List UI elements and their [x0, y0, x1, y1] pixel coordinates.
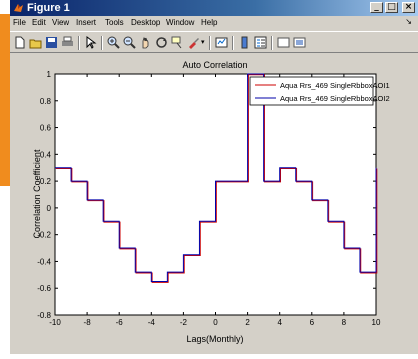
toolbar-separator	[271, 36, 273, 50]
toolbar-separator	[232, 36, 234, 50]
y-axis-label: Correlation Coefficient	[32, 149, 42, 238]
y-tick-label: 1	[47, 70, 52, 79]
menu-window[interactable]: Window	[166, 18, 195, 27]
auto-correlation-chart[interactable]: Auto Correlation Lags(Monthly) Correlati…	[10, 53, 418, 354]
x-tick-label: 8	[342, 318, 347, 327]
toolbar-separator	[209, 36, 211, 50]
chart-title: Auto Correlation	[182, 60, 247, 70]
y-tick-label: 0.8	[40, 97, 52, 106]
chevron-down-icon[interactable]: ▾	[201, 39, 205, 46]
edit-plot-icon[interactable]	[84, 36, 97, 49]
menu-view[interactable]: View	[52, 18, 70, 27]
new-figure-icon[interactable]	[13, 36, 26, 49]
y-tick-label: -0.6	[37, 284, 51, 293]
title-bar[interactable]: Figure 1 _ □ ×	[10, 0, 418, 16]
menu-file[interactable]: File	[13, 18, 26, 27]
maximize-button[interactable]: □	[385, 2, 398, 13]
x-tick-label: -6	[116, 318, 124, 327]
menu-desktop[interactable]: Desktop	[131, 18, 161, 27]
y-tick-label: 0.6	[40, 124, 52, 133]
print-icon[interactable]	[61, 36, 74, 49]
matlab-logo-icon	[14, 4, 23, 12]
zoom-in-icon[interactable]	[107, 36, 120, 49]
menu-help[interactable]: Help	[201, 18, 218, 27]
legend[interactable]: Aqua Rrs_469 SingleRbboxAOI1 Aqua Rrs_46…	[249, 76, 390, 106]
figure-window: Figure 1 _ □ × File Edit View Insert Too…	[10, 0, 418, 354]
y-tick-label: 0.4	[40, 150, 52, 159]
show-plot-tools-icon[interactable]	[293, 36, 306, 49]
x-tick-label: 10	[372, 318, 381, 327]
dock-arrow-icon[interactable]: ↘	[405, 17, 412, 26]
legend-icon[interactable]	[254, 36, 267, 49]
open-file-icon[interactable]	[29, 36, 42, 49]
x-tick-label: 6	[310, 318, 315, 327]
y-tick-label: 0	[47, 204, 52, 213]
x-tick-label: 2	[245, 318, 250, 327]
x-tick-label: 4	[277, 318, 282, 327]
brush-icon[interactable]	[187, 36, 200, 49]
toolbar-separator	[101, 36, 103, 50]
x-tick-label: -10	[49, 318, 61, 327]
menu-tools[interactable]: Tools	[105, 18, 124, 27]
legend-label-series2: Aqua Rrs_469 SingleRbboxAOI2	[280, 94, 390, 103]
colorbar-icon[interactable]	[238, 36, 251, 49]
legend-label-series1: Aqua Rrs_469 SingleRbboxAOI1	[280, 81, 390, 90]
x-axis-label: Lags(Monthly)	[186, 334, 243, 344]
hide-plot-tools-icon[interactable]	[277, 36, 290, 49]
x-tick-label: -8	[84, 318, 92, 327]
menu-insert[interactable]: Insert	[76, 18, 97, 27]
link-plot-icon[interactable]	[215, 36, 228, 49]
rotate-3d-icon[interactable]	[155, 36, 168, 49]
y-tick-label: 0.2	[40, 177, 52, 186]
series-line-1[interactable]	[55, 74, 378, 283]
y-tick-label: -0.2	[37, 231, 51, 240]
data-cursor-icon[interactable]	[171, 36, 184, 49]
y-tick-label: -0.4	[37, 257, 51, 266]
x-tick-label: -2	[180, 318, 188, 327]
y-tick-label: -0.8	[37, 311, 51, 320]
menu-edit[interactable]: Edit	[32, 18, 46, 27]
zoom-out-icon[interactable]	[123, 36, 136, 49]
figure-toolbar: ▾	[10, 31, 418, 53]
figure-canvas: Auto Correlation Lags(Monthly) Correlati…	[10, 53, 418, 354]
toolbar-separator	[78, 36, 80, 50]
save-icon[interactable]	[45, 36, 58, 49]
close-button[interactable]: ×	[402, 2, 415, 13]
pan-icon[interactable]	[139, 36, 152, 49]
window-title: Figure 1	[27, 2, 70, 14]
series-line-2[interactable]	[55, 73, 377, 283]
x-tick-label: 0	[213, 318, 218, 327]
minimize-button[interactable]: _	[370, 2, 383, 13]
menu-bar: File Edit View Insert Tools Desktop Wind…	[10, 16, 418, 31]
x-tick-label: -4	[148, 318, 156, 327]
